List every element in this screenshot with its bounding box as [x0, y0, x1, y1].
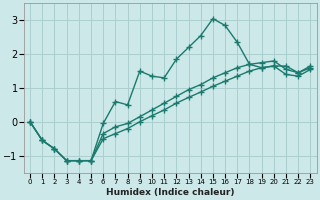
X-axis label: Humidex (Indice chaleur): Humidex (Indice chaleur): [106, 188, 235, 197]
